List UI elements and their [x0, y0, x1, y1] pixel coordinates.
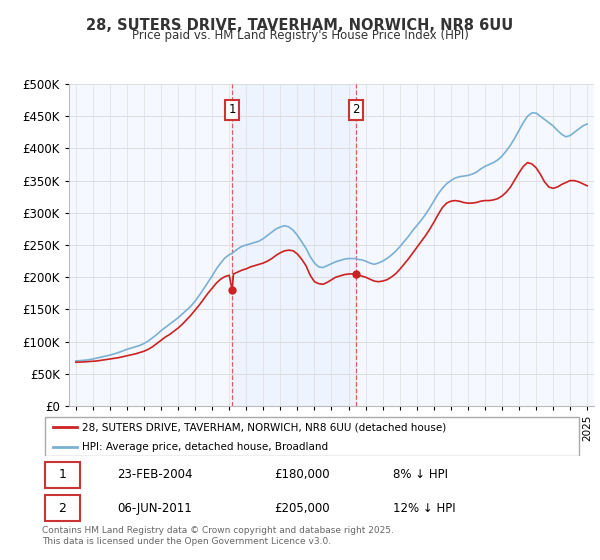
Bar [232, 84, 356, 406]
Text: 1: 1 [59, 468, 67, 481]
Text: £180,000: £180,000 [274, 468, 330, 481]
Text: Price paid vs. HM Land Registry's House Price Index (HPI): Price paid vs. HM Land Registry's House … [131, 29, 469, 42]
FancyBboxPatch shape [45, 462, 80, 488]
Text: HPI: Average price, detached house, Broadland: HPI: Average price, detached house, Broa… [83, 442, 329, 452]
Text: 28, SUTERS DRIVE, TAVERHAM, NORWICH, NR8 6UU (detached house): 28, SUTERS DRIVE, TAVERHAM, NORWICH, NR8… [83, 422, 447, 432]
FancyBboxPatch shape [45, 417, 580, 456]
Text: 1: 1 [229, 103, 236, 116]
Text: 2: 2 [352, 103, 360, 116]
Text: 8% ↓ HPI: 8% ↓ HPI [393, 468, 448, 481]
FancyBboxPatch shape [45, 495, 80, 521]
Text: 06-JUN-2011: 06-JUN-2011 [118, 502, 193, 515]
Text: 28, SUTERS DRIVE, TAVERHAM, NORWICH, NR8 6UU: 28, SUTERS DRIVE, TAVERHAM, NORWICH, NR8… [86, 18, 514, 33]
Text: Contains HM Land Registry data © Crown copyright and database right 2025.
This d: Contains HM Land Registry data © Crown c… [42, 526, 394, 546]
Text: £205,000: £205,000 [274, 502, 330, 515]
Text: 23-FEB-2004: 23-FEB-2004 [118, 468, 193, 481]
Text: 12% ↓ HPI: 12% ↓ HPI [393, 502, 455, 515]
Text: 2: 2 [59, 502, 67, 515]
